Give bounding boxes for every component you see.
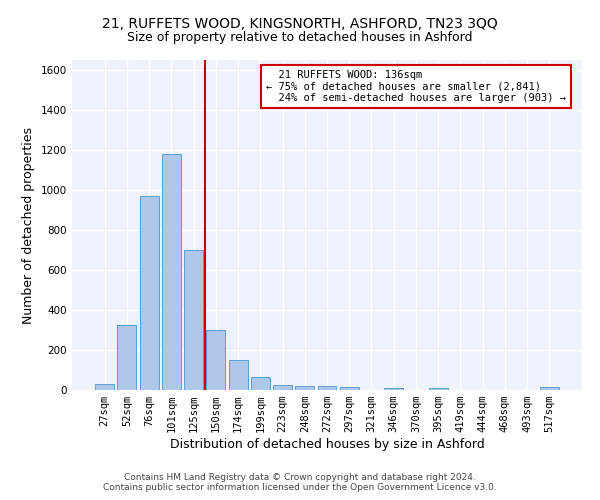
Bar [340,387,359,390]
Bar [295,386,314,390]
Bar [273,385,292,390]
Bar [229,360,248,390]
Y-axis label: Number of detached properties: Number of detached properties [22,126,35,324]
Bar [140,196,158,390]
Bar [118,325,136,390]
Text: 21, RUFFETS WOOD, KINGSNORTH, ASHFORD, TN23 3QQ: 21, RUFFETS WOOD, KINGSNORTH, ASHFORD, T… [102,18,498,32]
X-axis label: Distribution of detached houses by size in Ashford: Distribution of detached houses by size … [170,438,484,451]
Bar [540,387,559,390]
Bar [184,250,203,390]
Bar [251,377,270,390]
Bar [162,154,181,390]
Text: Contains HM Land Registry data © Crown copyright and database right 2024.
Contai: Contains HM Land Registry data © Crown c… [103,473,497,492]
Bar [384,388,403,390]
Bar [317,386,337,390]
Bar [429,388,448,390]
Bar [95,384,114,390]
Text: 21 RUFFETS WOOD: 136sqm
← 75% of detached houses are smaller (2,841)
  24% of se: 21 RUFFETS WOOD: 136sqm ← 75% of detache… [266,70,566,103]
Text: Size of property relative to detached houses in Ashford: Size of property relative to detached ho… [127,31,473,44]
Bar [206,330,225,390]
